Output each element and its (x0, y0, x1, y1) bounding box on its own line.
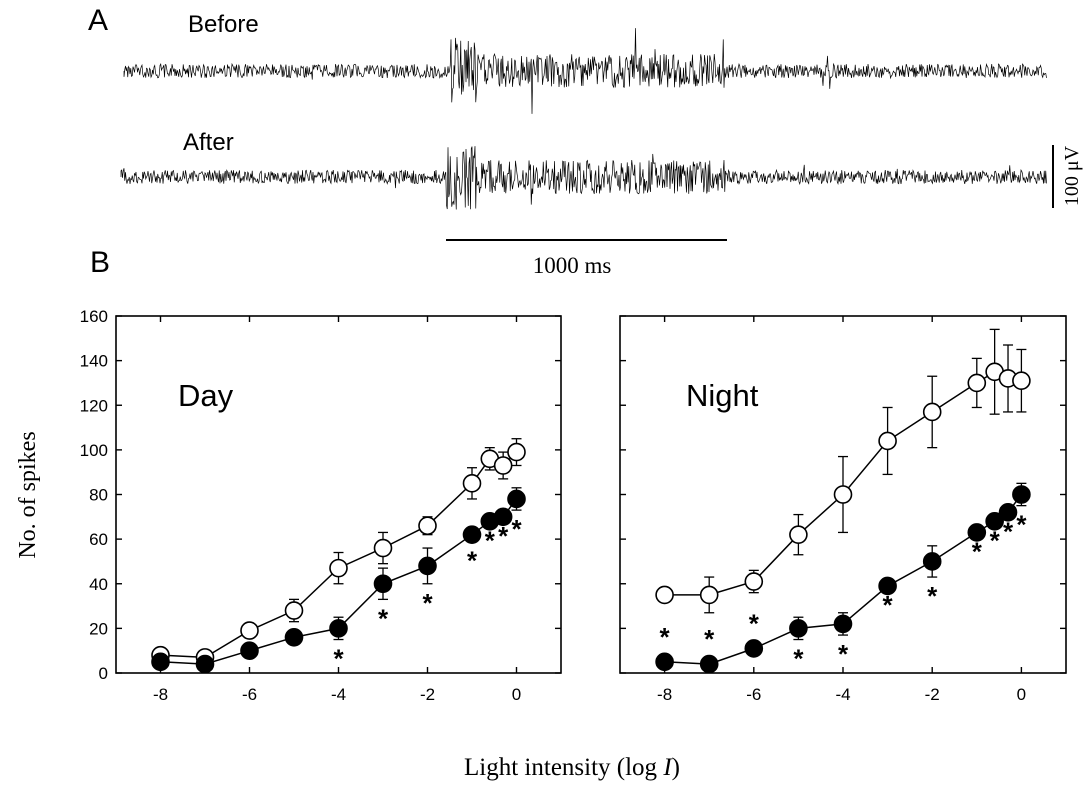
x-axis-label: Light intensity (log I) (464, 754, 680, 781)
y-tick-label: 40 (89, 575, 108, 594)
significance-mark: * (498, 521, 509, 551)
trace-waveform (120, 146, 1047, 210)
data-point-filled (284, 627, 304, 647)
significance-mark: * (749, 608, 760, 638)
significance-mark: * (1016, 510, 1027, 540)
data-point-open (878, 431, 897, 451)
panel-b-letter: B (90, 246, 110, 279)
x-tick-label: 0 (1017, 685, 1026, 704)
data-point-open (284, 601, 304, 620)
data-point-filled (985, 511, 1004, 531)
data-point-filled (493, 507, 513, 527)
data-point-filled (507, 489, 526, 509)
data-point-open (462, 474, 482, 493)
trace-waveform (123, 28, 1047, 114)
data-point-filled (967, 523, 987, 542)
significance-mark: * (467, 545, 478, 575)
data-point-filled (329, 619, 348, 638)
significance-mark: * (927, 581, 938, 611)
panel-a-letter: A (88, 4, 108, 37)
x-tick-label: -2 (925, 685, 940, 704)
trace-after (120, 146, 1047, 210)
data-point-filled (240, 641, 259, 660)
y-tick-label: 0 (99, 664, 108, 683)
data-point-open (493, 456, 513, 475)
trace-before-label: Before (188, 11, 259, 38)
data-point-open (329, 558, 348, 578)
y-tick-label: 80 (89, 486, 108, 505)
x-tick-label: -6 (746, 685, 761, 704)
x-tick-label: -8 (657, 685, 672, 704)
time-scale-label: 1000 ms (533, 253, 612, 278)
significance-mark: * (1003, 516, 1014, 546)
chart-title: Day (178, 378, 234, 413)
significance-mark: * (660, 622, 671, 652)
data-point-open (655, 585, 674, 605)
data-point-open (418, 516, 437, 536)
data-point-open (240, 621, 259, 640)
data-point-open (833, 485, 853, 504)
y-tick-label: 60 (89, 530, 108, 549)
significance-mark: * (838, 639, 849, 669)
data-point-filled (195, 654, 215, 674)
amplitude-scale-label: 100 μV (1061, 145, 1083, 206)
data-point-filled (462, 525, 482, 544)
data-point-open (1012, 371, 1031, 391)
y-tick-label: 20 (89, 619, 108, 638)
significance-mark: * (378, 603, 389, 633)
data-point-filled (418, 556, 437, 576)
y-tick-label: 120 (80, 396, 108, 415)
x-tick-label: -4 (331, 685, 346, 704)
data-point-open (789, 525, 808, 544)
y-tick-label: 100 (80, 441, 108, 460)
data-point-filled (789, 619, 808, 638)
significance-mark: * (511, 514, 522, 544)
data-point-open (373, 538, 393, 558)
data-point-filled (878, 576, 897, 596)
data-point-filled (1012, 485, 1031, 504)
significance-mark: * (333, 644, 344, 674)
x-tick-label: 0 (512, 685, 521, 704)
y-axis-label: No. of spikes (15, 431, 41, 558)
x-tick-label: -6 (242, 685, 257, 704)
data-point-filled (998, 503, 1018, 522)
x-tick-label: -4 (835, 685, 850, 704)
data-point-open (922, 402, 942, 422)
data-point-filled (373, 574, 393, 594)
data-point-filled (655, 652, 674, 672)
data-point-open (507, 442, 526, 462)
data-point-filled (922, 552, 942, 571)
data-point-filled (151, 652, 170, 672)
data-point-filled (833, 614, 853, 634)
data-point-open (699, 585, 719, 605)
chart-title: Night (686, 378, 759, 413)
x-tick-label: -8 (153, 685, 168, 704)
data-point-open (967, 373, 987, 393)
y-tick-label: 140 (80, 352, 108, 371)
significance-mark: * (422, 588, 433, 618)
data-point-filled (699, 654, 719, 674)
data-point-open (744, 572, 764, 591)
significance-mark: * (972, 536, 983, 566)
significance-mark: * (793, 644, 804, 674)
significance-mark: * (485, 525, 496, 555)
data-point-filled (744, 639, 764, 658)
trace-before (123, 28, 1047, 114)
x-tick-label: -2 (420, 685, 435, 704)
trace-after-label: After (183, 129, 234, 156)
significance-mark: * (883, 590, 894, 620)
significance-mark: * (704, 624, 715, 654)
y-tick-label: 160 (80, 307, 108, 326)
significance-mark: * (990, 525, 1001, 555)
